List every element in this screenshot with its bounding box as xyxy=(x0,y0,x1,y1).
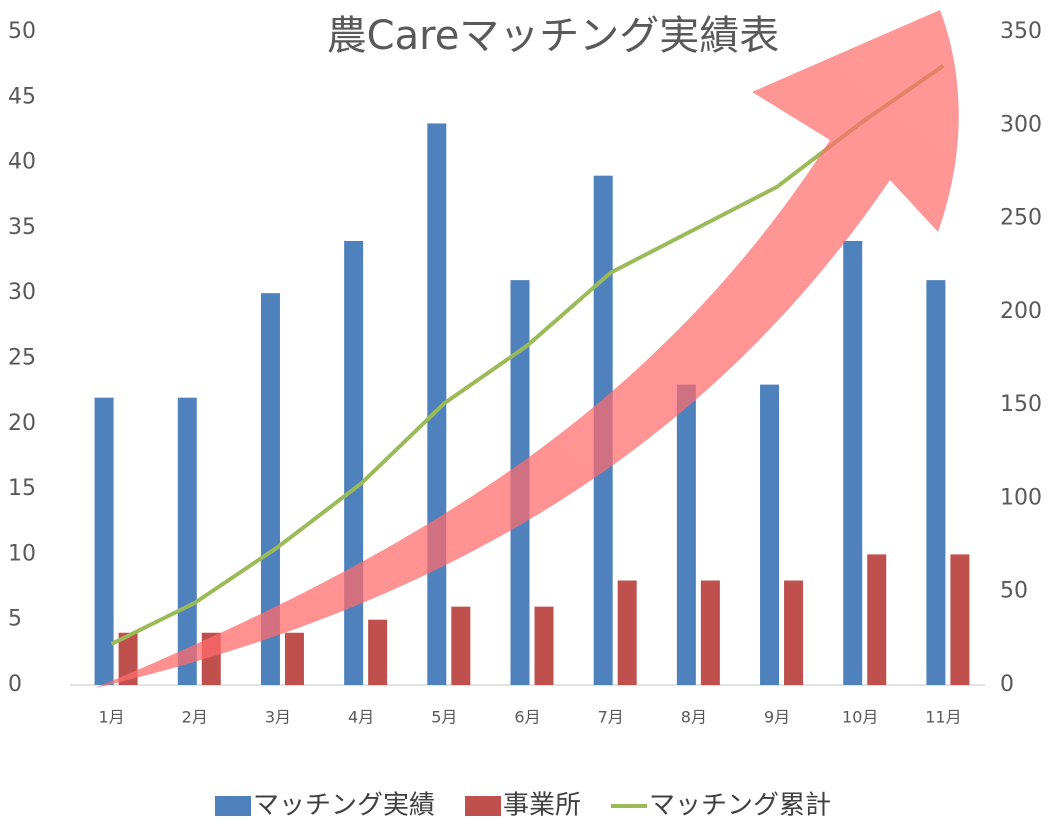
y2-tick-label: 200 xyxy=(1000,299,1042,324)
x-tick-label: 5月 xyxy=(431,708,457,727)
x-tick-label: 11月 xyxy=(925,708,961,727)
x-tick-label: 1月 xyxy=(98,708,124,727)
bar xyxy=(784,580,804,685)
bar xyxy=(284,632,304,685)
y2-tick-label: 0 xyxy=(1000,672,1014,697)
bar xyxy=(94,397,114,685)
bar xyxy=(950,554,970,685)
y-tick-label: 5 xyxy=(8,607,22,632)
y2-tick-label: 150 xyxy=(1000,392,1042,417)
bar xyxy=(451,606,471,685)
y-tick-label: 45 xyxy=(8,84,36,109)
y-tick-label: 30 xyxy=(8,280,36,305)
legend: マッチング実績 事業所 マッチング累計 xyxy=(215,791,831,821)
y2-tick-label: 350 xyxy=(1000,19,1042,44)
bar xyxy=(534,606,554,685)
bar xyxy=(700,580,720,685)
bar xyxy=(368,619,388,685)
x-tick-label: 10月 xyxy=(842,708,878,727)
legend-label: マッチング累計 xyxy=(649,791,831,821)
trend-arrow xyxy=(95,10,959,688)
x-tick-label: 6月 xyxy=(514,708,540,727)
legend-swatch xyxy=(215,796,251,816)
y2-tick-label: 300 xyxy=(1000,112,1042,137)
bar xyxy=(676,384,696,685)
y-tick-label: 15 xyxy=(8,476,36,501)
bar xyxy=(260,293,280,685)
bar xyxy=(926,280,946,685)
bar xyxy=(344,240,364,685)
x-tick-label: 2月 xyxy=(182,708,208,727)
x-tick-label: 3月 xyxy=(265,708,291,727)
bar xyxy=(867,554,887,685)
bar xyxy=(843,240,863,685)
y-tick-label: 35 xyxy=(8,215,36,240)
y-tick-label: 0 xyxy=(8,672,22,697)
y2-tick-label: 250 xyxy=(1000,206,1042,231)
y2-tick-label: 100 xyxy=(1000,485,1042,510)
y-tick-label: 25 xyxy=(8,346,36,371)
bar xyxy=(760,384,780,685)
x-tick-label: 8月 xyxy=(681,708,707,727)
legend-label: マッチング実績 xyxy=(253,791,435,821)
y-tick-label: 10 xyxy=(8,541,36,566)
y-tick-label: 40 xyxy=(8,150,36,175)
bar xyxy=(617,580,637,685)
x-tick-label: 9月 xyxy=(764,708,790,727)
legend-label: 事業所 xyxy=(503,791,581,821)
y-tick-label: 50 xyxy=(8,19,36,44)
x-tick-label: 7月 xyxy=(598,708,624,727)
line-series xyxy=(110,63,945,646)
x-tick-label: 4月 xyxy=(348,708,374,727)
y2-tick-label: 50 xyxy=(1000,579,1028,604)
legend-swatch xyxy=(465,796,502,816)
chart-title: 農Careマッチング実績表 xyxy=(327,13,780,59)
bar xyxy=(177,397,197,685)
y-tick-label: 20 xyxy=(8,411,36,436)
